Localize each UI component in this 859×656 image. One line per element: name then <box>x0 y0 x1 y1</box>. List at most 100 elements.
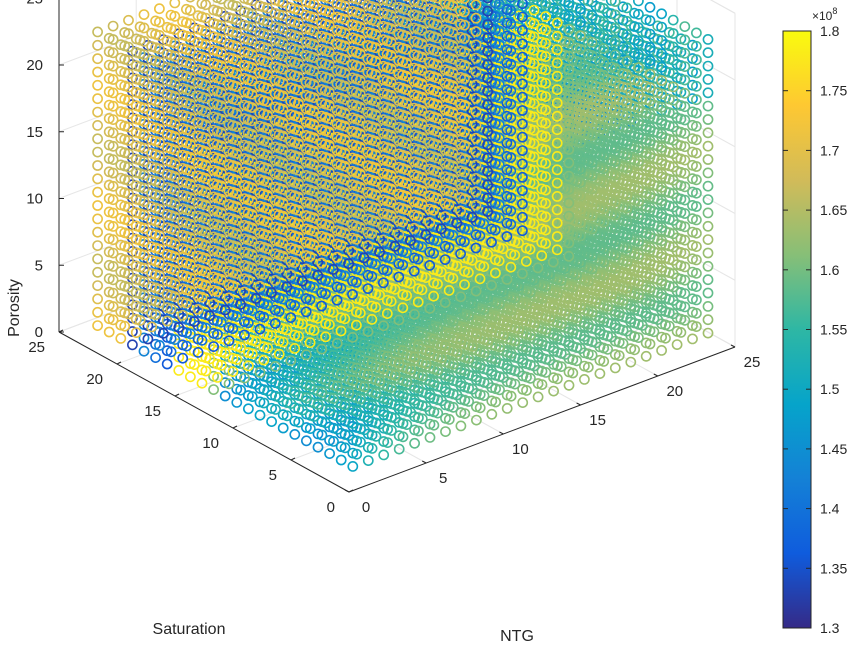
data-point <box>667 28 679 39</box>
data-point <box>667 134 679 146</box>
data-point <box>621 82 633 94</box>
data-point <box>679 114 691 126</box>
data-point <box>656 75 667 86</box>
data-point <box>609 362 621 374</box>
data-point <box>656 101 667 113</box>
grid-line <box>588 0 736 81</box>
data-point <box>667 161 679 173</box>
data-point <box>702 194 714 205</box>
data-point <box>644 135 656 147</box>
data-point <box>644 95 656 107</box>
data-point <box>702 60 714 72</box>
data-point <box>598 56 609 68</box>
data-point <box>575 16 586 28</box>
data-point <box>679 87 691 99</box>
data-point <box>691 161 702 172</box>
data-point <box>691 147 702 159</box>
data-point <box>667 81 679 93</box>
data-point <box>633 22 644 34</box>
data-point <box>702 220 714 232</box>
data-point <box>691 54 702 66</box>
data-point <box>667 54 679 66</box>
data-point <box>702 207 714 219</box>
data-point <box>621 96 633 107</box>
data-point <box>644 68 656 80</box>
data-point <box>625 356 637 368</box>
data-point <box>667 174 679 186</box>
data-point <box>702 234 714 245</box>
data-point <box>656 128 667 140</box>
data-point <box>691 107 702 119</box>
data-point <box>691 121 702 132</box>
data-point <box>691 27 702 39</box>
data-point <box>679 101 691 113</box>
data-point <box>633 48 644 60</box>
data-point <box>691 174 702 186</box>
data-point <box>644 42 656 53</box>
data-point <box>691 134 702 146</box>
data-point <box>656 35 667 46</box>
data-point <box>609 62 621 74</box>
data-point <box>691 40 702 52</box>
data-point <box>687 333 698 345</box>
data-point <box>691 94 702 106</box>
data-point <box>633 89 644 100</box>
data-point <box>644 108 656 120</box>
data-point <box>633 115 644 127</box>
data-point <box>691 214 702 226</box>
data-point <box>679 127 691 139</box>
data-point <box>679 74 691 86</box>
data-point <box>702 180 714 192</box>
data-point <box>702 47 714 59</box>
data-point <box>656 21 667 33</box>
data-point <box>609 22 621 34</box>
data-point <box>679 154 691 166</box>
data-point <box>702 327 714 339</box>
data-point <box>609 49 621 61</box>
data-point <box>644 28 656 40</box>
data-point <box>594 368 606 379</box>
data-point <box>633 35 644 47</box>
data-point <box>691 67 702 79</box>
data-point <box>644 15 656 27</box>
data-point <box>679 181 691 193</box>
data-point <box>691 80 702 92</box>
data-point <box>609 0 621 7</box>
data-point <box>598 3 609 14</box>
data-point <box>702 140 714 152</box>
data-point <box>656 8 667 20</box>
data-point <box>598 16 609 28</box>
data-point <box>644 82 656 93</box>
data-point <box>621 55 633 67</box>
data-point <box>667 121 679 133</box>
data-point <box>644 122 656 133</box>
data-point <box>656 141 667 153</box>
data-point <box>644 55 656 67</box>
data-point <box>633 62 644 74</box>
data-point <box>633 102 644 114</box>
data-point <box>621 69 633 81</box>
data-point <box>702 114 714 125</box>
data-point <box>667 14 679 26</box>
data-point <box>598 43 609 54</box>
data-point <box>702 87 714 99</box>
data-point <box>691 187 702 199</box>
data-point <box>702 287 714 299</box>
data-point <box>656 155 667 166</box>
data-point <box>621 2 633 14</box>
data-point <box>702 100 714 112</box>
data-point <box>586 23 598 35</box>
data-point <box>609 76 621 87</box>
data-point <box>586 36 598 48</box>
data-point <box>621 29 633 40</box>
data-point <box>702 74 714 85</box>
data-point <box>702 167 714 179</box>
data-point <box>667 94 679 106</box>
data-point <box>575 3 586 15</box>
data-point <box>679 167 691 179</box>
data-point <box>644 1 656 13</box>
data-point <box>609 9 621 21</box>
data-point <box>598 29 609 41</box>
data-point <box>667 148 679 160</box>
